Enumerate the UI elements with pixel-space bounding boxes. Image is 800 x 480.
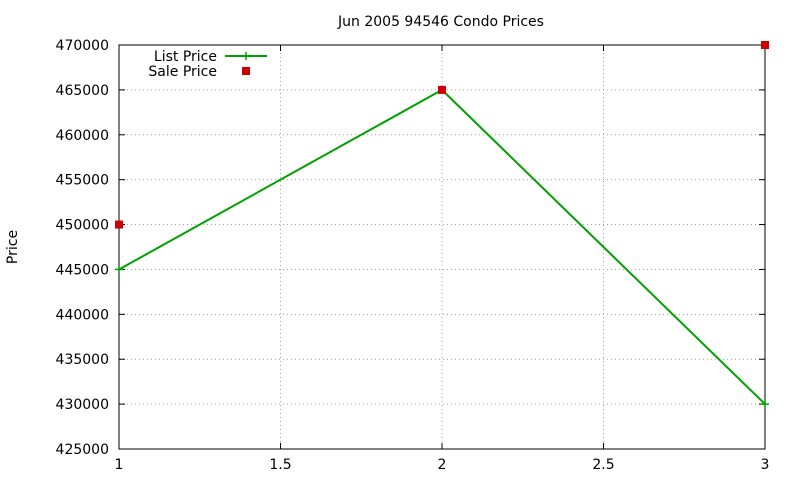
y-tick-label: 460000 bbox=[56, 128, 109, 144]
list-price-point bbox=[761, 400, 769, 409]
y-tick-label: 435000 bbox=[56, 352, 109, 368]
axis-ticks: 425000 430000 435000 440000 445000 450000 4550… bbox=[56, 38, 770, 473]
y-tick-label: 430000 bbox=[56, 397, 109, 413]
y-axis-label: Price bbox=[5, 230, 21, 264]
x-tick-label: 3 bbox=[761, 457, 770, 473]
chart-title: Jun 2005 94546 Condo Prices bbox=[337, 14, 544, 30]
sale-price-point bbox=[115, 220, 123, 229]
x-tick-label: 1.5 bbox=[269, 457, 291, 473]
list-price-point bbox=[115, 265, 123, 274]
legend-entry-list-price: List Price bbox=[154, 49, 217, 65]
x-tick-label: 1 bbox=[115, 457, 124, 473]
legend-entry-sale-price: Sale Price bbox=[148, 64, 217, 80]
sale-price-point bbox=[761, 41, 769, 49]
x-tick-label: 2 bbox=[438, 457, 447, 473]
x-tick-label: 2.5 bbox=[592, 457, 614, 473]
y-tick-label: 440000 bbox=[56, 307, 109, 323]
y-tick-label: 470000 bbox=[56, 38, 109, 54]
grid bbox=[118, 44, 766, 450]
legend-marker-sale-price bbox=[242, 67, 250, 75]
legend-marker-list-price bbox=[242, 52, 250, 60]
y-tick-label: 445000 bbox=[56, 262, 109, 278]
y-tick-label: 465000 bbox=[56, 83, 109, 99]
y-tick-label: 455000 bbox=[56, 173, 109, 189]
series-layer bbox=[115, 41, 769, 409]
sale-price-point bbox=[438, 85, 446, 94]
y-tick-label: 425000 bbox=[56, 442, 109, 458]
y-tick-label: 450000 bbox=[56, 218, 109, 234]
